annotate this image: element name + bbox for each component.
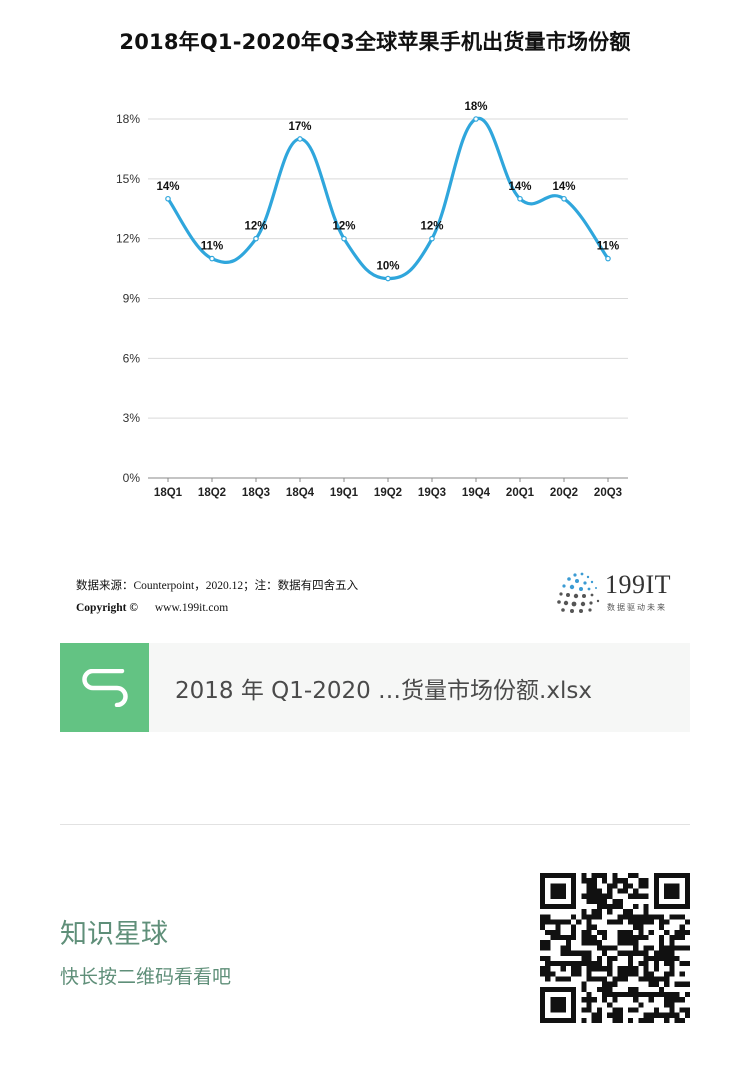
- data-point: [605, 255, 611, 262]
- data-label: 18%: [464, 101, 487, 113]
- line-chart: 0% 3% 6% 9% 12% 15% 18% 18Q1 18Q2 18Q3 18Q4 19Q1 19…: [116, 101, 628, 499]
- x-tick-label: 20Q1: [506, 487, 535, 499]
- data-point: [253, 235, 259, 242]
- dots-logo-icon: [557, 572, 600, 613]
- data-label: 11%: [201, 241, 223, 253]
- x-tick-label: 20Q2: [550, 487, 578, 499]
- copyright-text: Copyright ©: [76, 602, 138, 614]
- y-tick-label: 0%: [123, 471, 141, 485]
- data-point: [561, 195, 567, 202]
- y-tick-label: 15%: [116, 172, 140, 186]
- y-tick-label: 6%: [123, 351, 141, 365]
- spreadsheet-s-icon: [60, 643, 149, 732]
- planet-subtitle: 快长按二维码看看吧: [60, 966, 232, 988]
- x-tick-label: 18Q3: [242, 487, 270, 499]
- data-label: 14%: [156, 181, 179, 193]
- y-tick-label: 18%: [116, 112, 140, 126]
- planet-title: 知识星球: [60, 919, 168, 950]
- data-label: 12%: [332, 221, 355, 233]
- x-tick-label: 18Q1: [154, 487, 183, 499]
- data-point: [209, 255, 215, 262]
- x-tick-label: 19Q1: [330, 487, 359, 499]
- data-label: 12%: [420, 221, 443, 233]
- section-divider: [60, 824, 690, 825]
- data-point: [517, 195, 523, 202]
- source-text: 数据来源：Counterpoint，2020.12；注：数据有四舍五入: [76, 580, 359, 592]
- data-label: 11%: [597, 241, 619, 253]
- source-note: 数据来源：Counterpoint，2020.12；注：数据有四舍五入 Copy…: [76, 577, 358, 614]
- data-point: [473, 116, 479, 122]
- file-name[interactable]: 2018 年 Q1-2020 …货量市场份额.xlsx: [175, 677, 592, 704]
- y-tick-label: 3%: [123, 411, 141, 425]
- data-label: 14%: [552, 181, 575, 193]
- data-label: 17%: [288, 121, 311, 133]
- data-point: [165, 195, 171, 202]
- data-point: [385, 275, 391, 282]
- x-tick-label: 19Q4: [462, 487, 491, 499]
- file-attachment[interactable]: 2018 年 Q1-2020 …货量市场份额.xlsx: [60, 643, 690, 732]
- data-point: [429, 235, 435, 242]
- data-label: 14%: [508, 181, 531, 193]
- y-tick-label: 9%: [123, 292, 141, 306]
- data-label: 12%: [244, 221, 267, 233]
- qr-code-icon[interactable]: [540, 873, 690, 1023]
- data-label: 10%: [376, 261, 399, 273]
- chart-title: 2018年Q1-2020年Q3全球苹果手机出货量市场份额: [119, 30, 631, 54]
- x-tick-label: 18Q4: [286, 487, 315, 499]
- brand-logo: 199IT 数据驱动未来: [555, 570, 705, 616]
- data-point: [341, 235, 347, 242]
- series-line: [166, 117, 610, 281]
- brand-tagline: 数据驱动未来: [607, 603, 667, 612]
- x-tick-label: 19Q2: [374, 487, 402, 499]
- y-tick-label: 12%: [116, 232, 140, 246]
- x-tick-label: 18Q2: [198, 487, 226, 499]
- x-tick-label: 19Q3: [418, 487, 446, 499]
- data-point: [297, 136, 303, 142]
- brand-name: 199IT: [605, 570, 672, 599]
- x-tick-label: 20Q3: [594, 487, 622, 499]
- website-text[interactable]: www.199it.com: [154, 602, 229, 614]
